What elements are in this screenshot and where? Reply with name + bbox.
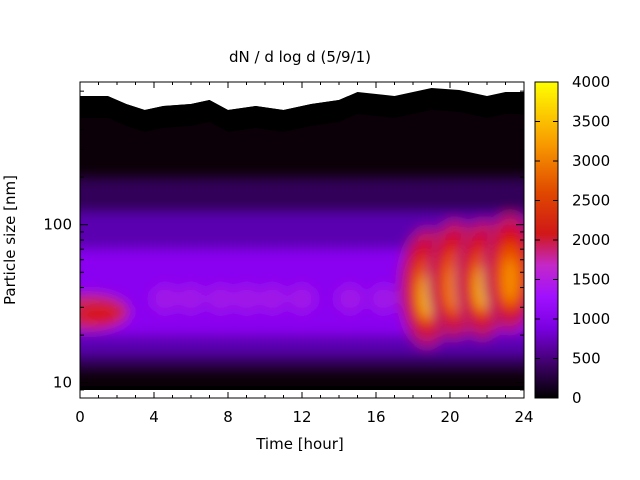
lower-dark-band xyxy=(80,386,524,390)
x-tick-label: 4 xyxy=(149,408,159,426)
colorbar-tick-label: 2000 xyxy=(572,231,610,249)
plot-area xyxy=(80,82,524,398)
colorbar-tick-label: 1500 xyxy=(572,271,610,289)
event-peak xyxy=(503,258,518,303)
upper-dark-band xyxy=(80,88,524,132)
x-tick-label: 16 xyxy=(366,408,385,426)
heatmap-day-patch xyxy=(177,284,205,313)
colorbar-tick-label: 4000 xyxy=(572,73,610,91)
x-axis: 0 4 8 12 16 20 24 xyxy=(75,82,534,426)
x-tick-label: 0 xyxy=(75,408,85,426)
colorbar-tick-label: 2500 xyxy=(572,192,610,210)
heatmap-day-patch xyxy=(288,284,316,313)
colorbar-tick-label: 3500 xyxy=(572,113,610,131)
x-tick-label: 12 xyxy=(292,408,311,426)
colorbar-ticks: 0 500 1000 1500 2000 2500 3000 3500 4000 xyxy=(535,73,610,407)
x-tick-label: 20 xyxy=(440,408,459,426)
colorbar-tick-label: 0 xyxy=(572,389,582,407)
heatmap-day-patch xyxy=(151,284,180,313)
y-tick-label: 100 xyxy=(43,216,72,234)
colorbar-tick-label: 1000 xyxy=(572,310,610,328)
x-tick-label: 8 xyxy=(223,408,233,426)
heatmap-day-patch xyxy=(206,284,235,313)
upper-cutoff xyxy=(80,82,524,110)
heatmap-day-patch xyxy=(336,284,365,313)
chart-title: dN / d log d (5/9/1) xyxy=(229,48,371,66)
x-tick-label: 24 xyxy=(514,408,533,426)
y-axis: 10 100 xyxy=(43,81,524,399)
heatmap-day-patch xyxy=(232,284,261,313)
heatmap-layers xyxy=(80,177,524,371)
colorbar-tick-label: 500 xyxy=(572,350,601,368)
heatmap-day-patch xyxy=(369,284,398,313)
y-axis-label: Particle size [nm] xyxy=(1,175,19,305)
colorbar-tick-label: 3000 xyxy=(572,152,610,170)
heatmap-day-patch xyxy=(258,284,287,313)
x-axis-label: Time [hour] xyxy=(255,435,344,453)
y-tick-label: 10 xyxy=(53,374,72,392)
heatmap-morning-peak xyxy=(80,304,121,325)
